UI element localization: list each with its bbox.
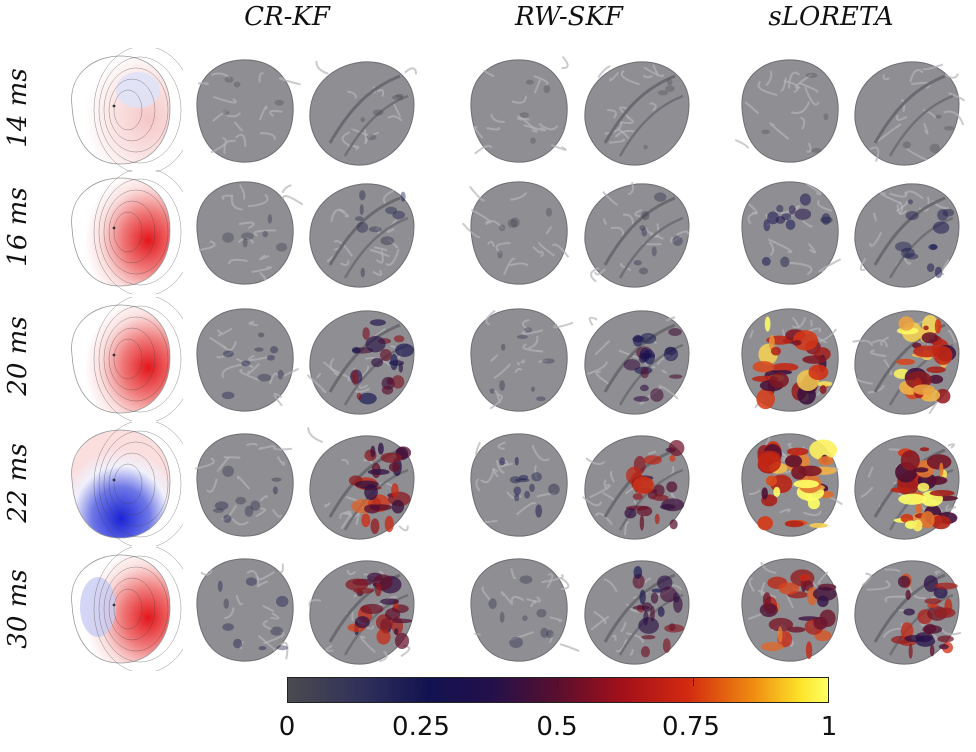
- scalp-topography-map: [71, 170, 183, 294]
- row-label-20ms: 20 ms: [3, 316, 33, 396]
- brain-source-map-side: [854, 183, 960, 288]
- brain-source-map-side: [582, 435, 690, 540]
- brain-source-map-top: [741, 433, 843, 537]
- brain-source-map-side: [854, 560, 962, 665]
- row-label-22ms: 22 ms: [3, 443, 33, 523]
- brain-source-map-side: [309, 61, 418, 166]
- brain-source-map-side: [584, 560, 690, 665]
- colorbar-tick-025: [421, 678, 422, 686]
- scalp-topography-map: [71, 48, 183, 172]
- brain-source-map-side: [854, 61, 966, 166]
- colorbar-label-025: 0.25: [392, 712, 450, 742]
- brain-source-map-top: [470, 558, 580, 662]
- brain-source-map-top: [461, 181, 570, 285]
- colorbar-label-075: 0.75: [662, 712, 720, 742]
- colorbar-tick-075: [693, 678, 694, 686]
- brain-source-map-top: [470, 433, 568, 537]
- scalp-topography-map: [71, 422, 183, 546]
- colorbar-label-1: 1: [820, 712, 838, 742]
- brain-source-map-side: [309, 183, 415, 288]
- brain-source-map-side: [308, 560, 415, 665]
- colorbar: [287, 677, 829, 703]
- brain-source-map-side: [854, 435, 960, 540]
- brain-source-map-side: [852, 310, 960, 415]
- scalp-topography-map: [71, 547, 183, 671]
- brain-source-map-top: [470, 55, 569, 163]
- brain-source-map-top: [196, 558, 294, 662]
- brain-source-map-top: [196, 181, 304, 285]
- brain-source-map-side: [307, 427, 415, 540]
- column-title-sloreta: sLORETA: [768, 2, 894, 32]
- brain-source-map-top: [741, 181, 842, 285]
- brain-source-map-side: [306, 310, 415, 415]
- column-title-rw-skf: RW-SKF: [515, 2, 623, 32]
- brain-source-map-top: [196, 308, 299, 412]
- brain-source-map-top: [741, 308, 839, 412]
- row-label-30ms: 30 ms: [3, 569, 33, 649]
- brain-source-map-side: [584, 181, 690, 288]
- scalp-topography-map: [71, 297, 183, 421]
- brain-source-map-top: [470, 308, 574, 412]
- colorbar-label-0: 0: [278, 712, 296, 742]
- colorbar-tick-05: [557, 678, 558, 686]
- brain-source-map-top: [194, 433, 294, 537]
- row-label-16ms: 16 ms: [3, 187, 33, 267]
- brain-source-map-top: [196, 59, 301, 163]
- brain-source-map-side: [584, 61, 690, 166]
- brain-source-map-side: [584, 310, 690, 415]
- brain-source-map-top: [741, 558, 839, 662]
- column-title-cr-kf: CR-KF: [244, 2, 330, 32]
- brain-source-map-top: [734, 59, 839, 163]
- colorbar-label-05: 0.5: [536, 712, 578, 742]
